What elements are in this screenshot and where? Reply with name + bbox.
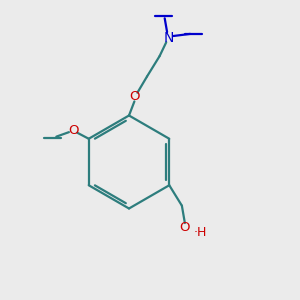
Text: O: O <box>129 90 140 104</box>
Text: ·H: ·H <box>194 226 207 239</box>
Text: O: O <box>180 221 190 234</box>
Text: N: N <box>164 31 174 44</box>
Text: O: O <box>68 124 78 137</box>
